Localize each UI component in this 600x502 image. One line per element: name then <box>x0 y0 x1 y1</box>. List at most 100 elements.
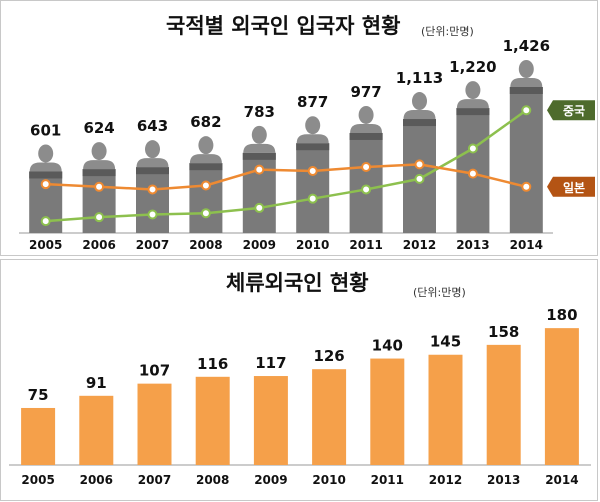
person-silhouette-icon <box>136 140 169 168</box>
bar <box>79 395 114 465</box>
bar <box>82 169 116 233</box>
series-point <box>521 105 532 116</box>
person-shoulders <box>456 99 489 109</box>
bar-cap <box>456 108 490 116</box>
series-point <box>200 180 211 191</box>
x-tick-label: 2007 <box>136 238 169 252</box>
person-head <box>91 142 107 161</box>
person-head <box>38 144 54 163</box>
person-head <box>145 140 160 159</box>
value-label: 643 <box>137 117 168 135</box>
chart-unit: (단위:만명) <box>421 25 474 38</box>
bar-cap <box>136 167 169 175</box>
person-head <box>198 136 214 155</box>
bar-cap <box>242 152 276 160</box>
x-tick-label: 2012 <box>429 473 462 487</box>
series-point <box>307 165 318 176</box>
person-shoulders <box>510 78 543 87</box>
bar <box>137 383 172 465</box>
value-label: 117 <box>255 354 286 372</box>
value-label: 107 <box>139 362 170 380</box>
series-point <box>40 179 51 190</box>
x-tick-label: 2009 <box>243 238 276 252</box>
bar <box>312 369 347 465</box>
x-tick-label: 2008 <box>196 473 229 487</box>
x-tick-label: 2011 <box>349 238 382 252</box>
x-tick-label: 2011 <box>371 473 404 487</box>
value-label: 91 <box>86 374 107 392</box>
series-name-label: 중국 <box>563 104 585 118</box>
person-head <box>412 92 427 111</box>
x-tick-label: 2013 <box>487 473 520 487</box>
series-point <box>254 164 265 175</box>
value-label: 682 <box>190 113 221 131</box>
series-point <box>307 193 318 204</box>
person-silhouette-icon <box>83 142 116 170</box>
value-label: 624 <box>83 119 114 137</box>
chart-unit: (단위:만명) <box>413 286 466 299</box>
person-head <box>358 105 374 124</box>
bar <box>195 376 230 465</box>
bar-cap <box>509 87 543 94</box>
value-label: 1,426 <box>503 37 550 55</box>
value-label: 1,113 <box>396 69 443 87</box>
entrants-panel: 국적별 외국인 입국자 현황 (단위:만명) 601 2005 624 2006 643 20… <box>0 0 598 256</box>
person-silhouette-icon <box>510 60 543 87</box>
bar <box>253 376 288 465</box>
x-tick-label: 2014 <box>510 238 543 252</box>
value-label: 145 <box>430 333 461 351</box>
series-point <box>361 184 372 195</box>
person-shoulders <box>83 160 116 170</box>
value-label: 783 <box>244 103 275 121</box>
value-label: 140 <box>372 337 403 355</box>
x-tick-label: 2009 <box>254 473 287 487</box>
chart-title: 체류외국인 현황 <box>226 271 369 295</box>
series-point <box>414 159 425 170</box>
bar <box>349 132 383 233</box>
person-silhouette-icon <box>403 92 436 120</box>
bar <box>544 328 579 465</box>
entrants-chart: 국적별 외국인 입국자 현황 (단위:만명) 601 2005 624 2006 643 20… <box>19 14 595 252</box>
series-line <box>45 109 528 223</box>
series-point <box>94 212 105 223</box>
bar <box>296 143 330 233</box>
value-label: 977 <box>350 83 381 101</box>
person-silhouette-icon <box>456 81 489 109</box>
value-label: 158 <box>488 323 519 341</box>
x-tick-label: 2006 <box>82 238 115 252</box>
person-shoulders <box>243 143 276 153</box>
x-tick-label: 2010 <box>312 473 345 487</box>
bar-cap <box>82 169 116 177</box>
series-point <box>147 209 158 220</box>
person-shoulders <box>296 134 329 144</box>
person-head <box>305 116 321 135</box>
series-point <box>467 143 478 154</box>
x-tick-label: 2010 <box>296 238 329 252</box>
value-label: 126 <box>313 347 344 365</box>
series-point <box>361 162 372 172</box>
series-point <box>467 168 478 179</box>
value-label: 180 <box>546 306 577 324</box>
person-silhouette-icon <box>29 144 62 172</box>
person-shoulders <box>189 154 222 164</box>
person-shoulders <box>29 162 62 172</box>
value-label: 877 <box>297 93 328 111</box>
x-tick-label: 2005 <box>29 238 62 252</box>
series-label-tag <box>547 176 595 197</box>
person-head <box>465 81 481 100</box>
person-head <box>251 125 267 144</box>
series-point <box>200 208 211 219</box>
x-tick-label: 2007 <box>138 473 171 487</box>
bar <box>486 344 521 465</box>
bar-cap <box>29 171 63 179</box>
x-tick-label: 2005 <box>21 473 54 487</box>
series-point <box>147 184 158 195</box>
series-point <box>94 181 105 192</box>
series-point <box>521 181 532 192</box>
bar <box>21 407 56 465</box>
bar-cap <box>349 132 383 140</box>
person-head <box>518 60 534 78</box>
value-label: 116 <box>197 355 228 373</box>
bar <box>189 163 223 233</box>
